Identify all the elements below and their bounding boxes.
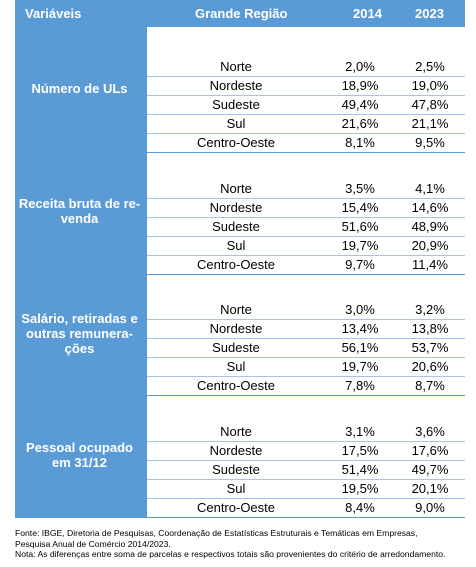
value-2014-cell: 15,4% (341, 200, 379, 215)
value-2014-cell: 3,5% (345, 181, 375, 196)
value-2023-cell: 4,1% (415, 181, 445, 196)
header-2023: 2023 (415, 6, 444, 21)
value-2014-cell: 13,4% (341, 321, 379, 336)
value-2023-cell: 47,8% (411, 97, 449, 112)
value-2014-cell: 56,1% (341, 340, 379, 355)
value-2014-cell: 3,1% (345, 424, 375, 439)
value-2023-cell: 20,9% (411, 238, 449, 253)
rounding-note: Nota: As diferenças entre soma de parcel… (15, 549, 446, 560)
table-row: Sudeste 51,4% 49,7% (147, 460, 465, 480)
source-line-2: Pesquisa Anual de Comércio 2014/2023. (15, 538, 171, 549)
value-2014-cell: 51,6% (341, 219, 379, 234)
value-2014-cell: 19,7% (341, 359, 379, 374)
value-2014-cell: 9,7% (345, 257, 375, 272)
table-header: Variáveis Grande Região 2014 2023 (15, 0, 465, 27)
table-row: Sul 19,5% 20,1% (147, 479, 465, 499)
value-2014-cell: 49,4% (341, 97, 379, 112)
value-2014-cell: 19,5% (341, 481, 379, 496)
source-line-1: Fonte: IBGE, Diretoria de Pesquisas, Coo… (15, 528, 418, 538)
table-row: Norte 3,0% 3,2% (147, 300, 465, 320)
value-2023-cell: 13,8% (411, 321, 449, 336)
value-2014-cell: 21,6% (341, 116, 379, 131)
variable-label: Receita bruta de re- venda (18, 196, 141, 226)
table-row: Norte 2,0% 2,5% (147, 57, 465, 77)
value-2023-cell: 17,6% (411, 443, 449, 458)
header-2014: 2014 (353, 6, 382, 21)
region-cell: Sudeste (212, 97, 260, 112)
value-2023-cell: 14,6% (411, 200, 449, 215)
region-cell: Sul (226, 116, 246, 131)
region-cell: Nordeste (209, 321, 263, 336)
table-row: Sudeste 56,1% 53,7% (147, 338, 465, 358)
region-cell: Centro-Oeste (196, 378, 276, 393)
value-2023-cell: 49,7% (411, 462, 449, 477)
value-2014-cell: 51,4% (341, 462, 379, 477)
value-2023-cell: 19,0% (411, 78, 449, 93)
value-2023-cell: 20,1% (411, 481, 449, 496)
value-2014-cell: 19,7% (341, 238, 379, 253)
region-cell: Centro-Oeste (196, 257, 276, 272)
value-2023-cell: 20,6% (411, 359, 449, 374)
region-cell: Sudeste (212, 219, 260, 234)
region-cell: Nordeste (209, 78, 263, 93)
region-cell: Sul (226, 359, 246, 374)
value-2023-cell: 11,4% (412, 257, 448, 272)
region-cell: Norte (220, 181, 252, 196)
table-row: Sul 19,7% 20,6% (147, 357, 465, 377)
table-row: Sul 19,7% 20,9% (147, 236, 465, 256)
table-row: Sudeste 51,6% 48,9% (147, 217, 465, 237)
table-row: Nordeste 17,5% 17,6% (147, 441, 465, 461)
value-2014-cell: 8,4% (345, 500, 375, 515)
variable-column (15, 27, 144, 518)
value-2023-cell: 9,0% (415, 500, 445, 515)
region-cell: Centro-Oeste (196, 135, 276, 150)
region-cell: Centro-Oeste (196, 500, 276, 515)
value-2023-cell: 3,2% (415, 302, 445, 317)
region-cell: Norte (220, 302, 252, 317)
variable-label: Pessoal ocupado em 31/12 (26, 440, 133, 470)
region-cell: Sudeste (212, 340, 260, 355)
table-row: Nordeste 18,9% 19,0% (147, 76, 465, 96)
value-2014-cell: 17,5% (341, 443, 379, 458)
region-cell: Sul (226, 238, 246, 253)
table-row: Centro-Oeste 9,7% 11,4% (147, 255, 465, 275)
value-2023-cell: 3,6% (415, 424, 445, 439)
table-row: Norte 3,5% 4,1% (147, 179, 465, 199)
value-2014-cell: 8,1% (345, 135, 375, 150)
region-cell: Nordeste (209, 443, 263, 458)
table-notes: Fonte: IBGE, Diretoria de Pesquisas, Coo… (15, 528, 465, 560)
region-cell: Sul (226, 481, 246, 496)
value-2023-cell: 8,7% (415, 378, 445, 393)
region-cell: Sudeste (212, 462, 260, 477)
table-row: Nordeste 13,4% 13,8% (147, 319, 465, 339)
value-2023-cell: 2,5% (415, 59, 445, 74)
value-2014-cell: 3,0% (345, 302, 375, 317)
table-row: Sul 21,6% 21,1% (147, 114, 465, 134)
column-separator (144, 27, 147, 518)
value-2023-cell: 21,1% (411, 116, 449, 131)
value-2014-cell: 2,0% (345, 59, 375, 74)
table-row: Centro-Oeste 8,1% 9,5% (147, 133, 465, 153)
table-row: Norte 3,1% 3,6% (147, 422, 465, 442)
table-row: Nordeste 15,4% 14,6% (147, 198, 465, 218)
value-2023-cell: 9,5% (415, 135, 445, 150)
value-2014-cell: 7,8% (345, 378, 375, 393)
value-2014-cell: 18,9% (341, 78, 379, 93)
table-row: Sudeste 49,4% 47,8% (147, 95, 465, 115)
variable-label: Salário, retiradas e outras remunera- çõ… (21, 311, 138, 356)
header-variaveis: Variáveis (25, 6, 82, 21)
value-2023-cell: 53,7% (411, 340, 449, 355)
variable-label: Número de ULs (31, 81, 128, 96)
region-cell: Nordeste (209, 200, 263, 215)
table-row: Centro-Oeste 8,4% 9,0% (147, 498, 465, 518)
region-cell: Norte (220, 424, 252, 439)
header-grande-regiao: Grande Região (195, 6, 288, 21)
region-cell: Norte (220, 59, 252, 74)
table-row: Centro-Oeste 7,8% 8,7% (147, 376, 465, 396)
value-2023-cell: 48,9% (411, 219, 449, 234)
